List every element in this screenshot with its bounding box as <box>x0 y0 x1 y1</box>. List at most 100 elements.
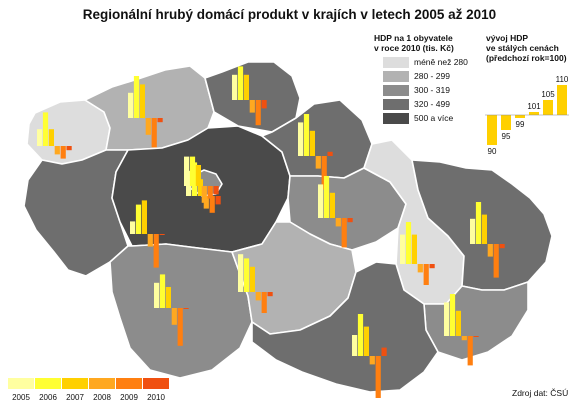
index-legend-bar <box>529 112 539 115</box>
bar-2006 <box>133 76 140 118</box>
bar-2009 <box>423 264 429 285</box>
bar-2010 <box>429 264 435 269</box>
region-bar-chart <box>130 200 165 268</box>
region-bar-chart <box>400 222 435 285</box>
bar-2008 <box>249 100 255 113</box>
bar-2007 <box>139 84 145 118</box>
bar-2005 <box>352 335 358 356</box>
year-label: 2010 <box>147 393 165 402</box>
legend-swatch <box>383 99 409 110</box>
bar-2009 <box>207 186 213 199</box>
bar-2010 <box>159 234 165 235</box>
year-label: 2005 <box>12 393 30 402</box>
bar-2008 <box>54 146 60 155</box>
bar-2006 <box>303 114 310 156</box>
region-plzensky <box>23 149 129 277</box>
bar-2010 <box>381 347 387 356</box>
bar-2006 <box>135 204 142 234</box>
region-bar-chart <box>128 76 163 148</box>
index-legend-value: 90 <box>488 147 497 156</box>
bar-2006 <box>405 222 412 264</box>
bar-2009 <box>153 234 159 268</box>
bar-2005 <box>232 74 238 100</box>
year-label: 2008 <box>93 393 111 402</box>
legend-label: 320 - 499 <box>414 99 450 109</box>
bar-2010 <box>183 308 189 309</box>
bar-2008 <box>315 156 321 169</box>
year-swatch <box>8 378 34 389</box>
choropleth-legend-title-line1: HDP na 1 obyvatele <box>374 33 453 43</box>
bar-2008 <box>369 356 375 365</box>
bar-2007 <box>48 129 54 146</box>
region-bar-chart <box>444 294 479 366</box>
bar-2007 <box>455 310 461 336</box>
bar-2007 <box>197 179 203 196</box>
bar-2010 <box>157 118 163 123</box>
bar-2008 <box>147 234 153 247</box>
legend-swatch <box>383 57 409 68</box>
bar-2007 <box>243 74 249 100</box>
bar-2006 <box>449 294 456 336</box>
legend-swatch <box>383 113 409 124</box>
bar-2010 <box>213 186 219 195</box>
bar-2008 <box>417 264 423 273</box>
bar-2007 <box>165 287 171 308</box>
bar-2006 <box>323 176 330 218</box>
bar-2010 <box>473 336 479 337</box>
year-swatch <box>35 378 61 389</box>
bar-2009 <box>321 156 327 190</box>
bar-2006 <box>243 258 250 292</box>
index-legend-bar <box>515 115 525 118</box>
region-bar-chart <box>184 156 219 203</box>
bar-groups-layer <box>37 66 505 398</box>
bar-2005 <box>298 122 304 156</box>
source-note: Zdroj dat: ČSÚ <box>512 388 569 398</box>
bar-2009 <box>467 336 473 366</box>
bar-2007 <box>195 165 201 186</box>
bar-2007 <box>249 266 255 292</box>
bar-2009 <box>151 118 157 148</box>
region-bar-chart <box>298 114 333 190</box>
index-legend-bar <box>501 115 511 130</box>
region-bar-chart <box>232 66 267 126</box>
bar-2007 <box>141 200 147 234</box>
year-swatch <box>143 378 169 389</box>
bar-2010 <box>327 151 333 156</box>
bar-2006 <box>357 314 364 356</box>
bar-2006 <box>475 202 482 244</box>
index-legend-value: 99 <box>516 120 525 129</box>
region-bar-chart <box>37 112 72 159</box>
year-swatch <box>116 378 142 389</box>
bar-2009 <box>255 100 261 126</box>
bar-2009 <box>261 292 267 313</box>
bar-2010 <box>347 218 353 223</box>
bar-2007 <box>329 192 335 218</box>
legend-label: 500 a více <box>414 113 454 123</box>
bar-2005 <box>130 221 136 234</box>
bar-2007 <box>481 214 487 244</box>
bar-2008 <box>255 292 261 301</box>
bar-2008 <box>335 218 341 227</box>
bar-2010 <box>499 244 505 249</box>
bar-2005 <box>37 129 43 146</box>
region-bar-chart <box>154 274 189 346</box>
choropleth-legend-title-line2: v roce 2010 (tis. Kč) <box>374 43 454 53</box>
bar-2008 <box>145 118 151 135</box>
legend-swatch <box>383 71 409 82</box>
index-legend-value: 95 <box>502 132 511 141</box>
legend-label: 300 - 319 <box>414 85 450 95</box>
bar-2009 <box>60 146 66 159</box>
year-label: 2007 <box>66 393 84 402</box>
bar-2006 <box>159 274 166 308</box>
bar-2007 <box>309 130 315 156</box>
index-legend-bar <box>557 85 567 115</box>
region-bar-chart <box>238 254 273 313</box>
bar-2009 <box>209 196 215 213</box>
year-swatch <box>89 378 115 389</box>
bar-2008 <box>487 244 493 257</box>
bar-2007 <box>411 234 417 264</box>
region-jihomoravsky <box>251 261 439 393</box>
bar-2010 <box>66 146 72 151</box>
bar-2005 <box>400 234 406 264</box>
region-bar-chart <box>318 176 353 248</box>
